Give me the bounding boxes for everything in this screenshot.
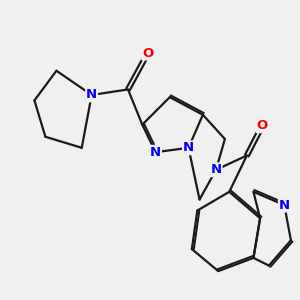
Text: N: N [183,141,194,154]
Text: N: N [279,199,290,212]
Text: N: N [211,163,222,176]
Text: N: N [150,146,161,159]
Text: O: O [142,46,153,60]
Text: O: O [257,119,268,132]
Text: N: N [86,88,97,101]
